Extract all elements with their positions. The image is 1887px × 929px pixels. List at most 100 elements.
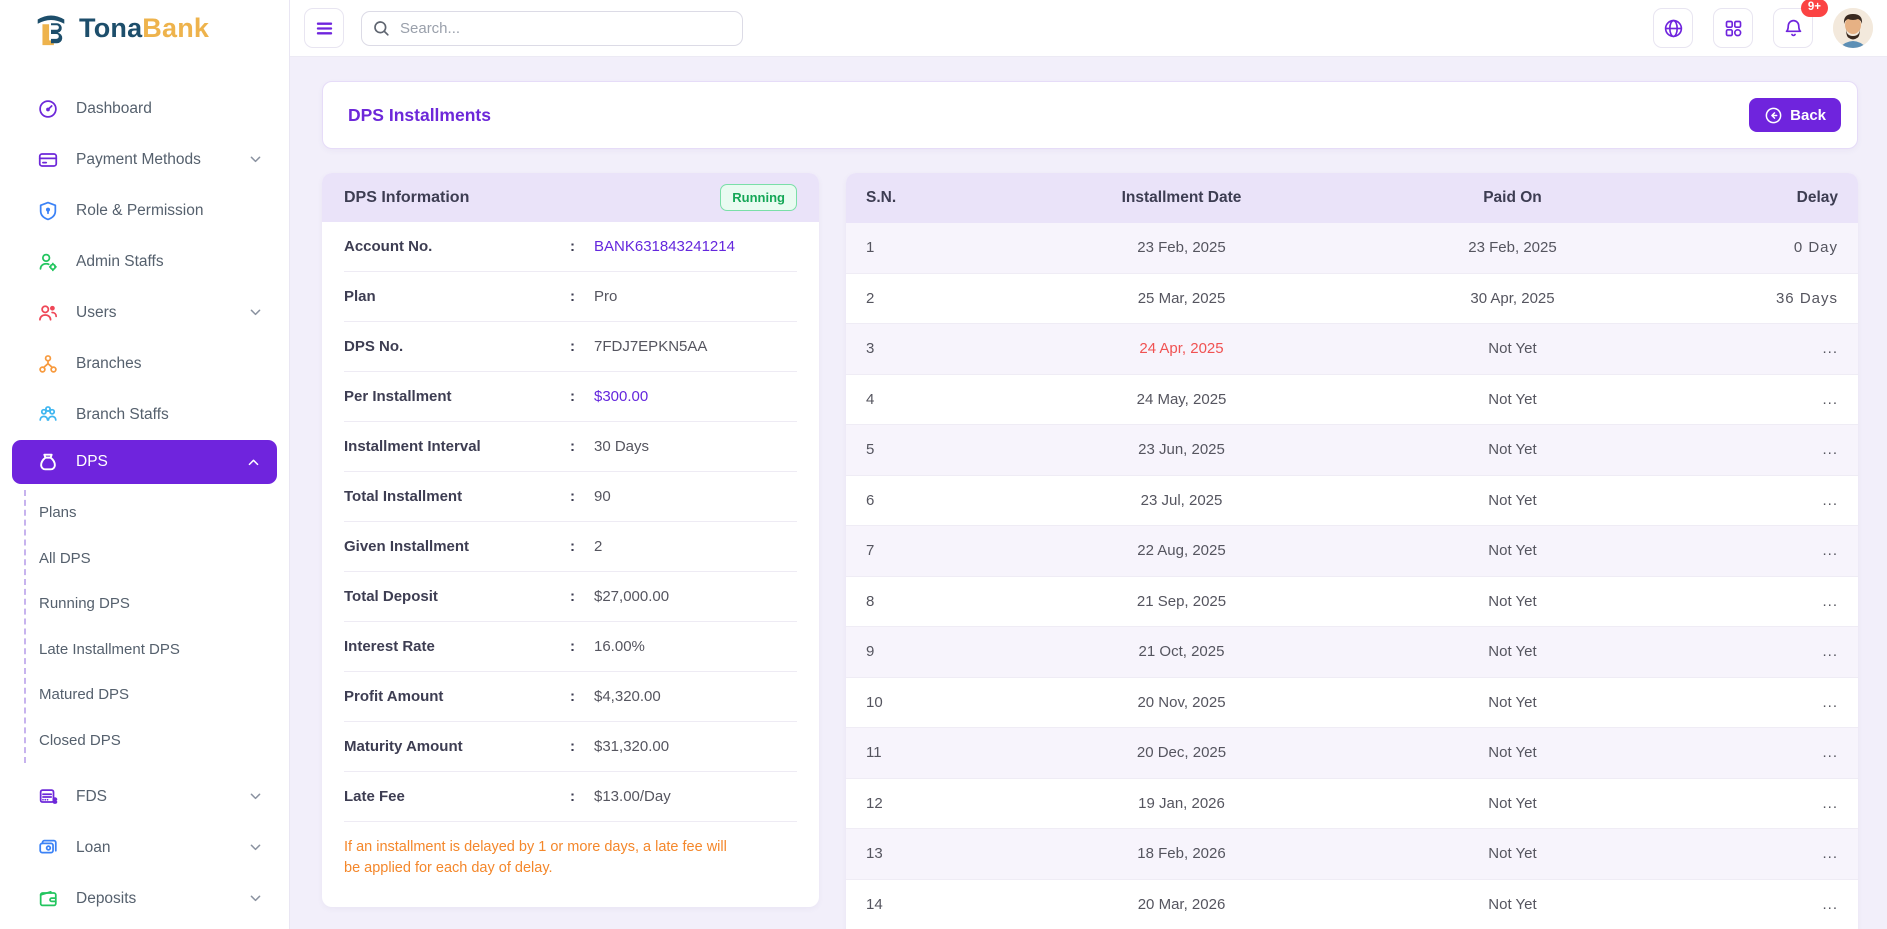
safe-icon <box>37 786 59 808</box>
cell-paid-on: Not Yet <box>1488 744 1537 762</box>
sidebar-item-loan[interactable]: Loan <box>0 822 289 873</box>
brand-name: TonaBank <box>79 13 210 43</box>
table-row: 4 24 May, 2025 Not Yet ... <box>846 375 1858 425</box>
info-value: $31,320.00 <box>594 738 670 755</box>
avatar-image <box>1833 8 1873 48</box>
language-button[interactable] <box>1653 8 1693 48</box>
column-header-paid-on: Paid On <box>1483 189 1542 206</box>
cell-sn: 7 <box>866 542 875 560</box>
info-label: Given Installment <box>344 538 470 555</box>
sidebar-subitem-label: Matured DPS <box>39 686 130 704</box>
cell-sn: 6 <box>866 491 875 509</box>
cell-delay: ... <box>1822 441 1838 459</box>
chevron-down-icon <box>248 305 263 320</box>
info-label: Interest Rate <box>344 638 435 655</box>
cell-delay: 0 Day <box>1793 239 1838 257</box>
users-icon <box>37 302 59 324</box>
sidebar-item-dashboard[interactable]: Dashboard <box>0 83 289 134</box>
cell-sn: 8 <box>866 592 875 610</box>
back-button[interactable]: Back <box>1749 98 1841 132</box>
info-label: Profit Amount <box>344 688 444 705</box>
cell-sn: 3 <box>866 340 875 358</box>
cell-sn: 13 <box>866 845 883 863</box>
info-label: Account No. <box>344 238 433 255</box>
sidebar-item-branches[interactable]: Branches <box>0 338 289 389</box>
speedometer-icon <box>37 98 59 120</box>
sidebar-item-label: Branch Staffs <box>76 405 169 423</box>
sidebar-item-payment-methods[interactable]: Payment Methods <box>0 134 289 185</box>
bell-icon <box>1783 18 1804 39</box>
user-avatar[interactable] <box>1833 8 1873 48</box>
cell-delay: ... <box>1822 340 1838 358</box>
sidebar-item-dps[interactable]: DPS <box>12 440 277 484</box>
shield-icon <box>37 200 59 222</box>
credit-card-icon <box>37 149 59 171</box>
info-value[interactable]: BANK631843241214 <box>594 238 735 255</box>
cell-sn: 4 <box>866 390 875 408</box>
cell-installment-date: 24 May, 2025 <box>1136 390 1227 408</box>
sidebar-item-label: Users <box>76 303 117 321</box>
sidebar-item-role-permission[interactable]: Role & Permission <box>0 185 289 236</box>
money-bag-icon <box>37 451 59 473</box>
sidebar-item-label: FDS <box>76 787 107 805</box>
sidebar-subitem-late-installment-dps[interactable]: Late Installment DPS <box>26 627 289 673</box>
sidebar-item-label: Loan <box>76 838 111 856</box>
info-row: Account No. : BANK631843241214 <box>344 222 797 272</box>
sidebar-item-label: Role & Permission <box>76 201 204 219</box>
cell-installment-date: 19 Jan, 2026 <box>1138 794 1225 812</box>
info-colon: : <box>570 738 575 755</box>
table-row: 9 21 Oct, 2025 Not Yet ... <box>846 627 1858 678</box>
bank-logo-icon <box>37 14 65 45</box>
sidebar-subitem-matured-dps[interactable]: Matured DPS <box>26 672 289 718</box>
sidebar-subitem-closed-dps[interactable]: Closed DPS <box>26 718 289 764</box>
sidebar-subitem-label: Plans <box>39 504 77 522</box>
info-row: Given Installment : 2 <box>344 522 797 572</box>
cell-installment-date: 24 Apr, 2025 <box>1139 340 1224 358</box>
cell-paid-on: Not Yet <box>1488 542 1537 560</box>
branch-staffs-icon <box>37 404 59 426</box>
back-button-label: Back <box>1790 106 1826 124</box>
sidebar-item-deposits[interactable]: Deposits <box>0 873 289 924</box>
info-label: Total Deposit <box>344 588 438 605</box>
sidebar-item-admin-staffs[interactable]: Admin Staffs <box>0 236 289 287</box>
sidebar-item-fds[interactable]: FDS <box>0 771 289 822</box>
table-row: 6 23 Jul, 2025 Not Yet ... <box>846 476 1858 526</box>
info-value: $4,320.00 <box>594 688 661 705</box>
sidebar-item-label: Admin Staffs <box>76 252 164 270</box>
menu-toggle-button[interactable] <box>304 8 344 48</box>
cell-sn: 9 <box>866 643 875 661</box>
info-label: Maturity Amount <box>344 738 463 755</box>
info-value[interactable]: $300.00 <box>594 388 649 405</box>
sidebar-item-branch-staffs[interactable]: Branch Staffs <box>0 389 289 440</box>
branches-icon <box>37 353 59 375</box>
sidebar-subitem-plans[interactable]: Plans <box>26 490 289 536</box>
back-circle-arrow-icon <box>1764 106 1783 125</box>
cell-sn: 1 <box>866 239 875 257</box>
sidebar-item-label: Dashboard <box>76 99 152 117</box>
table-row: 7 22 Aug, 2025 Not Yet ... <box>846 526 1858 577</box>
search-icon <box>374 20 389 36</box>
table-row: 1 23 Feb, 2025 23 Feb, 2025 0 Day <box>846 223 1858 274</box>
cell-sn: 12 <box>866 794 883 812</box>
info-colon: : <box>570 388 575 405</box>
sidebar-submenu: Plans All DPS Running DPS Late Installme… <box>24 490 289 763</box>
sidebar-subitem-running-dps[interactable]: Running DPS <box>26 581 289 627</box>
cell-paid-on: Not Yet <box>1488 592 1537 610</box>
table-body: 1 23 Feb, 2025 23 Feb, 2025 0 Day 2 25 M… <box>846 223 1858 929</box>
apps-grid-icon <box>1723 18 1744 39</box>
cell-delay: ... <box>1822 693 1838 711</box>
sidebar-subitem-all-dps[interactable]: All DPS <box>26 536 289 582</box>
cell-paid-on: Not Yet <box>1488 693 1537 711</box>
info-value: Pro <box>594 288 618 305</box>
cell-installment-date: 18 Feb, 2026 <box>1137 845 1226 863</box>
search-input[interactable] <box>361 10 743 46</box>
cell-delay: ... <box>1822 845 1838 863</box>
brand-logo[interactable]: TonaBank <box>0 0 289 57</box>
apps-button[interactable] <box>1713 8 1753 48</box>
sidebar: TonaBank Dashboard Payment Methods Role … <box>0 0 290 929</box>
sidebar-item-users[interactable]: Users <box>0 287 289 338</box>
sidebar-item-label: Branches <box>76 354 142 372</box>
cell-sn: 10 <box>866 693 883 711</box>
info-value: 2 <box>594 538 603 555</box>
